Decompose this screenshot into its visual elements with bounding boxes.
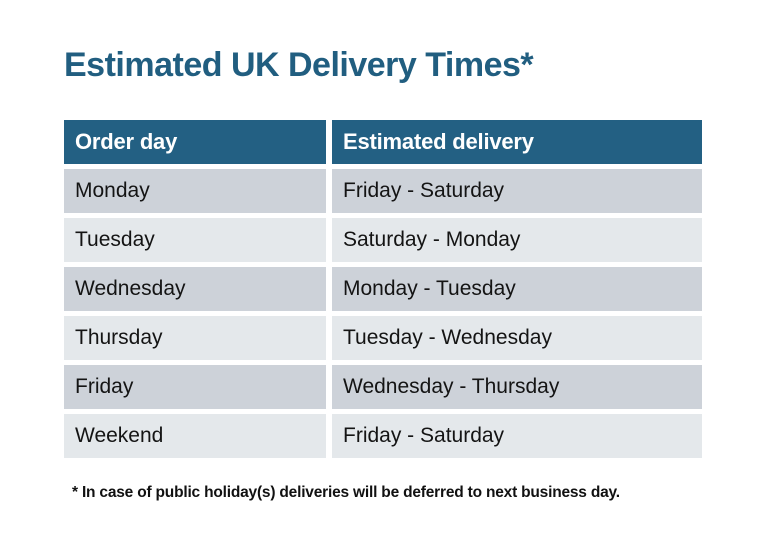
table-cell-delivery: Monday - Tuesday bbox=[332, 267, 702, 311]
column-header-estimated-delivery: Estimated delivery bbox=[332, 120, 702, 164]
table-cell-order-day: Weekend bbox=[64, 414, 326, 458]
table-cell-delivery: Saturday - Monday bbox=[332, 218, 702, 262]
page-title: Estimated UK Delivery Times* bbox=[64, 46, 534, 84]
table-cell-delivery: Wednesday - Thursday bbox=[332, 365, 702, 409]
table-cell-delivery: Friday - Saturday bbox=[332, 414, 702, 458]
table-cell-delivery: Friday - Saturday bbox=[332, 169, 702, 213]
delivery-times-table: Order day Estimated delivery Monday Frid… bbox=[64, 120, 702, 458]
table-cell-delivery: Tuesday - Wednesday bbox=[332, 316, 702, 360]
table-cell-order-day: Monday bbox=[64, 169, 326, 213]
column-header-order-day: Order day bbox=[64, 120, 326, 164]
table-cell-order-day: Wednesday bbox=[64, 267, 326, 311]
table-cell-order-day: Thursday bbox=[64, 316, 326, 360]
table-cell-order-day: Friday bbox=[64, 365, 326, 409]
table-cell-order-day: Tuesday bbox=[64, 218, 326, 262]
footnote: * In case of public holiday(s) deliverie… bbox=[72, 484, 620, 501]
